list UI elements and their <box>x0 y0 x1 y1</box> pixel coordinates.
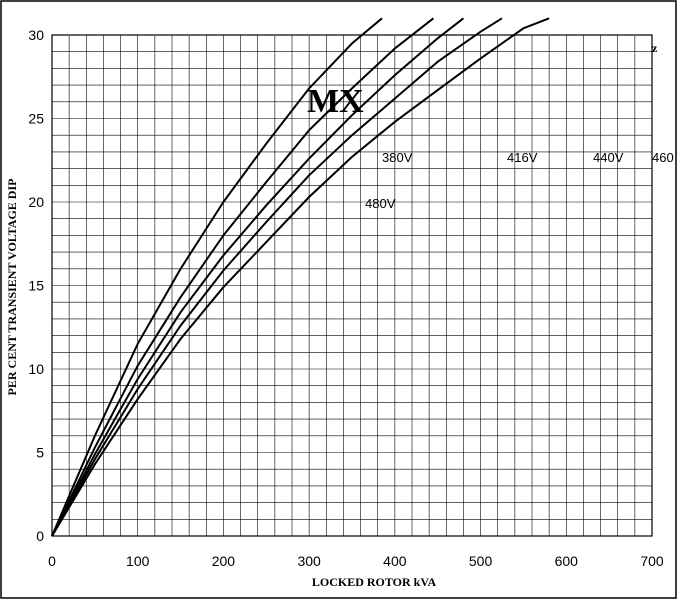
series-line-440v <box>51 17 465 537</box>
y-axis-title: PER CENT TRANSIENT VOLTAGE DIP <box>5 179 19 396</box>
series-label-380v: 380V <box>382 150 413 165</box>
corner-label: z <box>652 41 658 55</box>
plot-border <box>51 34 653 537</box>
x-axis-ticks: 0 100 200 300 400 500 600 700 <box>48 553 664 569</box>
y-tick-label: 25 <box>28 111 44 127</box>
x-tick-label: 200 <box>212 553 236 569</box>
series-label-480v: 480V <box>365 196 396 211</box>
series-line-460v <box>51 17 503 537</box>
series-label-460: 460 <box>652 150 674 165</box>
series-lines <box>51 17 550 537</box>
y-tick-label: 5 <box>36 445 44 461</box>
x-tick-label: 100 <box>126 553 150 569</box>
chart-title: MX <box>307 83 364 120</box>
series-label-416v: 416V <box>507 150 538 165</box>
x-tick-label: 500 <box>469 553 493 569</box>
x-tick-label: 300 <box>297 553 321 569</box>
series-line-480v <box>51 17 550 537</box>
y-tick-label: 10 <box>28 361 44 377</box>
series-line-416v <box>51 17 435 537</box>
x-tick-label: 0 <box>48 553 56 569</box>
series-label-440v: 440V <box>593 150 624 165</box>
y-tick-label: 20 <box>28 194 44 210</box>
y-axis-ticks: 0 5 10 15 20 25 30 <box>28 27 44 544</box>
y-tick-label: 15 <box>28 278 44 294</box>
x-tick-label: 400 <box>383 553 407 569</box>
x-axis-title: LOCKED ROTOR kVA <box>312 575 437 589</box>
x-tick-label: 700 <box>640 553 664 569</box>
x-tick-label: 600 <box>555 553 579 569</box>
y-tick-label: 0 <box>36 528 44 544</box>
series-line-380v <box>51 17 383 537</box>
y-tick-label: 30 <box>28 27 44 43</box>
